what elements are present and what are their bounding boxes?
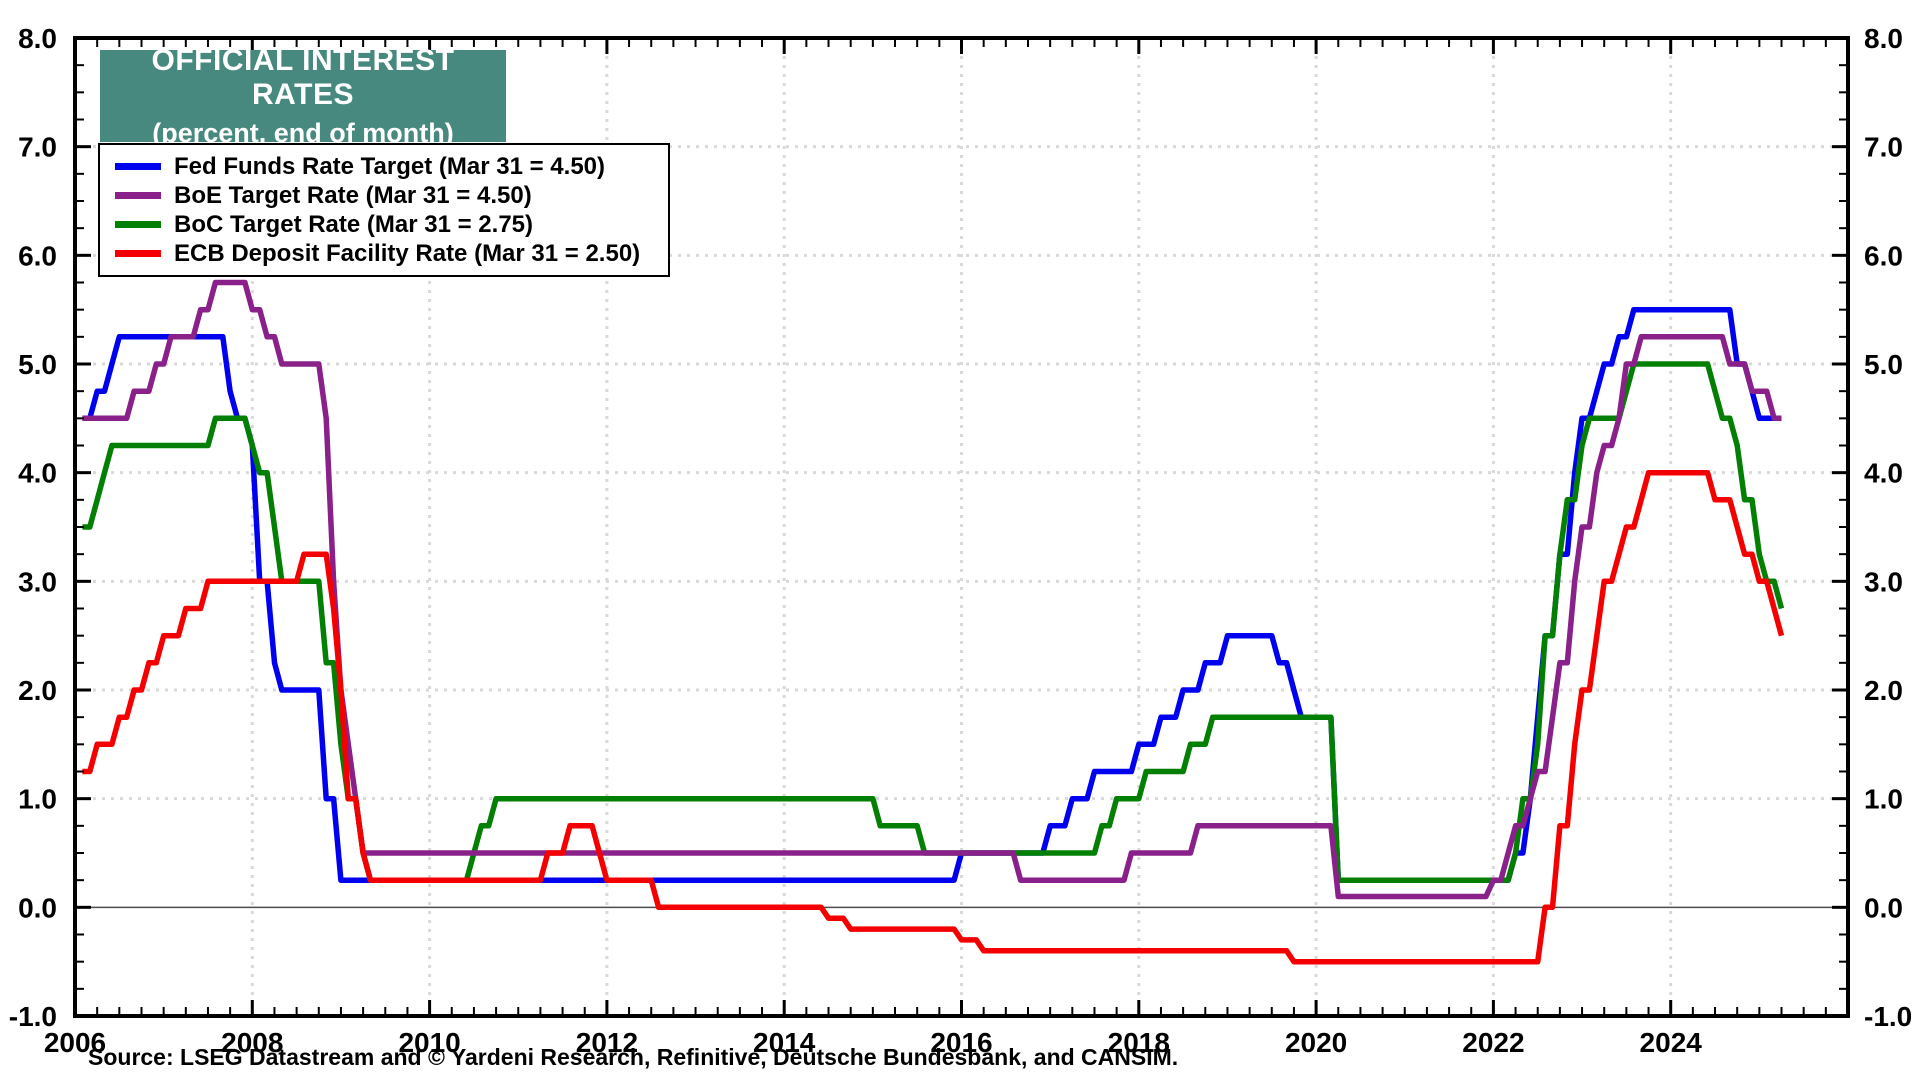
svg-text:2022: 2022 xyxy=(1462,1027,1524,1058)
chart-subtitle: (percent, end of month) xyxy=(152,117,454,148)
boe-line-swatch xyxy=(115,192,161,199)
svg-text:2014: 2014 xyxy=(753,1027,816,1058)
svg-text:7.0: 7.0 xyxy=(18,132,57,163)
svg-text:6.0: 6.0 xyxy=(18,240,57,271)
boc-line-swatch xyxy=(115,221,161,228)
legend-item-boc: BoC Target Rate (Mar 31 = 2.75) xyxy=(100,210,668,239)
svg-text:0.0: 0.0 xyxy=(18,892,57,923)
legend: Fed Funds Rate Target (Mar 31 = 4.50) Bo… xyxy=(98,143,670,277)
svg-text:3.0: 3.0 xyxy=(18,566,57,597)
legend-item-boe: BoE Target Rate (Mar 31 = 4.50) xyxy=(100,181,668,210)
ecb-rate-line xyxy=(82,469,1785,965)
svg-text:-1.0: -1.0 xyxy=(9,1001,57,1032)
legend-item-ecb: ECB Deposit Facility Rate (Mar 31 = 2.50… xyxy=(100,239,668,268)
svg-text:4.0: 4.0 xyxy=(1864,458,1903,489)
svg-text:5.0: 5.0 xyxy=(1864,349,1903,380)
svg-text:1.0: 1.0 xyxy=(1864,784,1903,815)
fed-line-swatch xyxy=(115,163,161,170)
svg-text:1.0: 1.0 xyxy=(18,784,57,815)
legend-item-fed: Fed Funds Rate Target (Mar 31 = 4.50) xyxy=(100,152,668,181)
svg-text:6.0: 6.0 xyxy=(1864,240,1903,271)
axis-ticks xyxy=(75,38,1848,1016)
series-lines xyxy=(82,279,1785,965)
svg-text:2016: 2016 xyxy=(930,1027,992,1058)
gridlines xyxy=(75,38,1848,1016)
svg-text:2.0: 2.0 xyxy=(18,675,57,706)
x-axis-labels: 2006 2008 2010 2012 2014 2016 2018 2020 2022 2024 xyxy=(44,1027,1702,1058)
svg-text:4.0: 4.0 xyxy=(18,458,57,489)
boe-rate-line xyxy=(82,279,1782,900)
svg-text:2012: 2012 xyxy=(576,1027,638,1058)
svg-text:2020: 2020 xyxy=(1285,1027,1347,1058)
svg-text:2006: 2006 xyxy=(44,1027,106,1058)
legend-label-ecb: ECB Deposit Facility Rate (Mar 31 = 2.50… xyxy=(174,239,641,267)
chart-title-box: OFFICIAL INTEREST RATES (percent, end of… xyxy=(100,44,506,148)
svg-text:8.0: 8.0 xyxy=(1864,23,1903,54)
svg-text:2010: 2010 xyxy=(398,1027,460,1058)
svg-text:-1.0: -1.0 xyxy=(1864,1001,1912,1032)
svg-text:2.0: 2.0 xyxy=(1864,675,1903,706)
ecb-line-swatch xyxy=(115,250,161,257)
chart-title: OFFICIAL INTEREST RATES xyxy=(151,43,455,111)
legend-label-boc: BoC Target Rate (Mar 31 = 2.75) xyxy=(174,210,534,238)
svg-text:3.0: 3.0 xyxy=(1864,566,1903,597)
svg-text:5.0: 5.0 xyxy=(18,349,57,380)
svg-text:2008: 2008 xyxy=(221,1027,283,1058)
y-axis-labels: 8.0 8.0 7.0 7.0 6.0 6.0 5.0 5.0 4.0 4.0 3.0 3.0 2.0 2… xyxy=(9,23,1913,1032)
legend-label-boe: BoE Target Rate (Mar 31 = 4.50) xyxy=(174,181,532,209)
svg-text:0.0: 0.0 xyxy=(1864,892,1903,923)
svg-text:2024: 2024 xyxy=(1640,1027,1703,1058)
svg-text:2018: 2018 xyxy=(1108,1027,1170,1058)
legend-label-fed: Fed Funds Rate Target (Mar 31 = 4.50) xyxy=(174,152,606,180)
svg-text:7.0: 7.0 xyxy=(1864,132,1903,163)
svg-text:8.0: 8.0 xyxy=(18,23,57,54)
source-note: Source: LSEG Datastream and © Yardeni Re… xyxy=(88,1044,1179,1070)
